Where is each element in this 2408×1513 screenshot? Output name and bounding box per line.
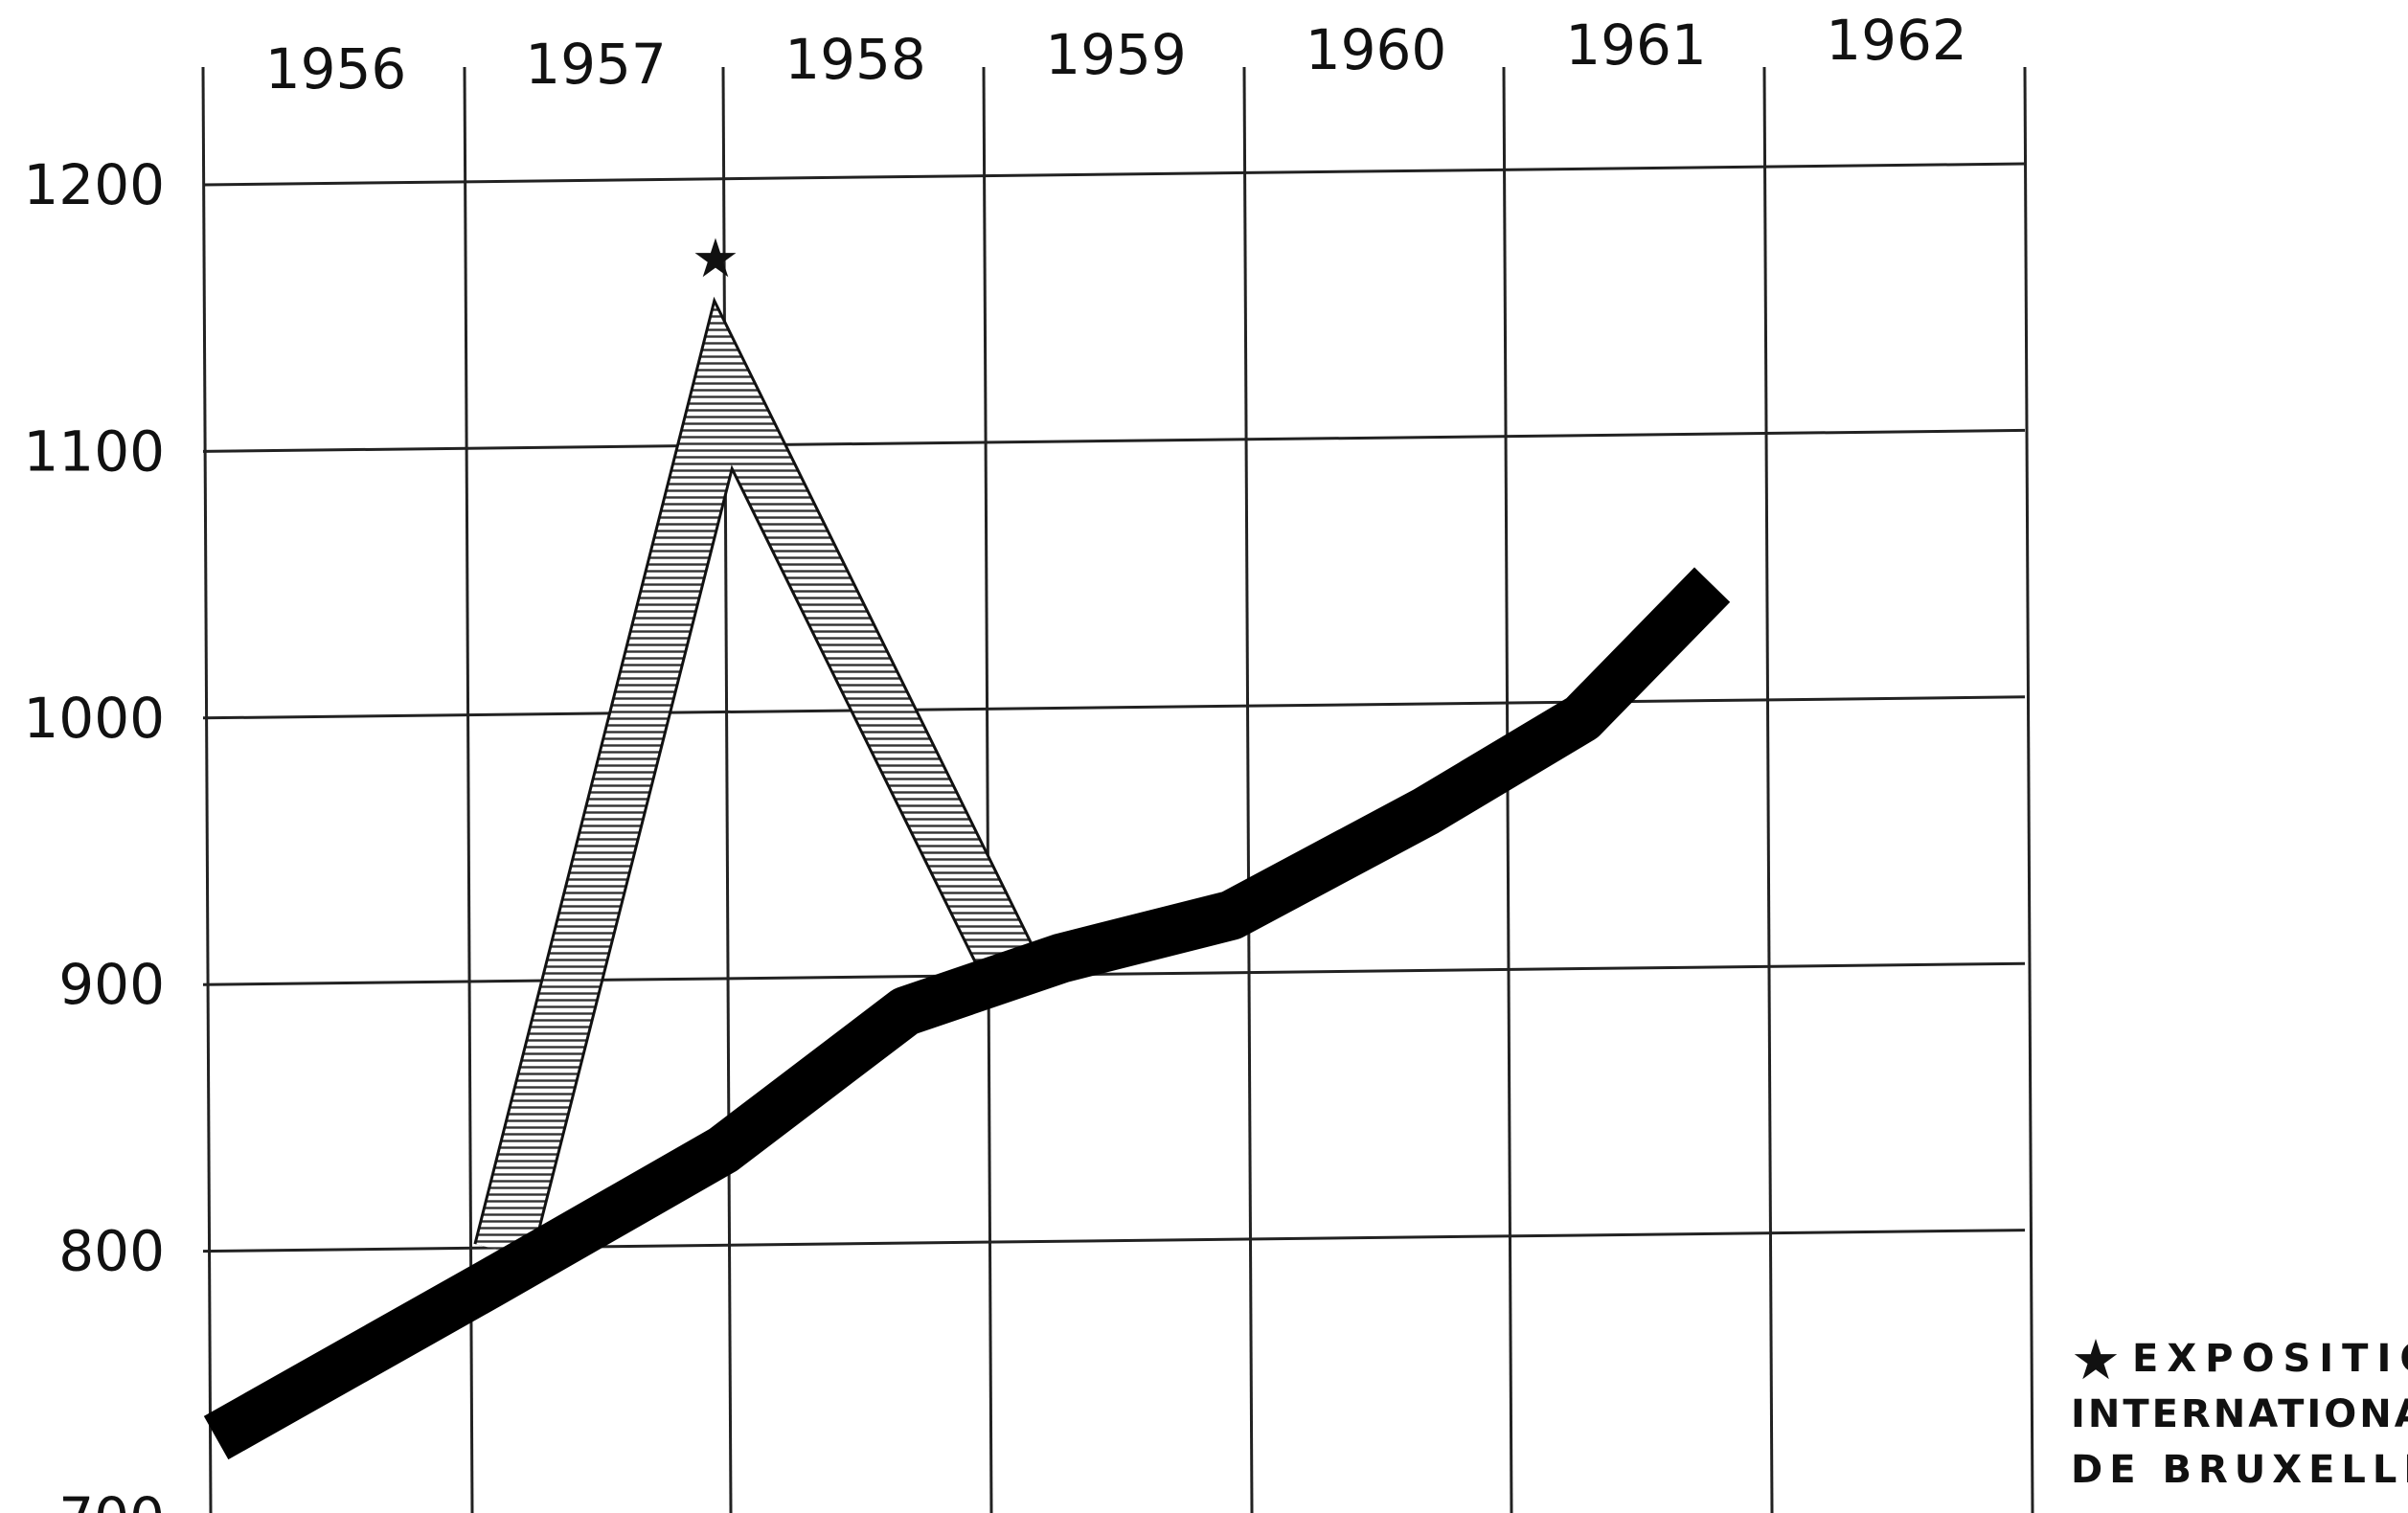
vertical-gridline xyxy=(1762,66,1774,1513)
horizontal-gridline xyxy=(202,961,2026,986)
star-annotation-icon: ★ xyxy=(692,228,739,290)
y-tick-label: 1000 xyxy=(23,686,165,751)
x-tick-label: 1957 xyxy=(525,32,667,97)
y-tick-label: 700 xyxy=(58,1485,165,1513)
y-tick-label: 800 xyxy=(58,1219,165,1284)
y-tick-label: 1100 xyxy=(23,418,165,484)
y-tick-label: 900 xyxy=(58,952,165,1017)
y-tick-label: 1200 xyxy=(23,152,165,217)
x-tick-label: 1962 xyxy=(1826,8,1967,73)
legend-text-line: DE BRUXELLES xyxy=(2071,1448,2408,1492)
hatched-series-band xyxy=(476,305,1035,1258)
vertical-gridline xyxy=(1242,66,1254,1513)
x-tick-label: 1956 xyxy=(265,36,407,102)
tick-labels: 1200 1100 1000 900 800 700 1956 1957 1958 1959 196… xyxy=(23,8,1966,1513)
legend: ★EXPOSITION INTERNATIONALE DE BRUXELLES xyxy=(2071,1327,2408,1492)
x-tick-label: 1959 xyxy=(1045,22,1187,87)
solid-series-band xyxy=(203,567,1731,1460)
horizontal-gridline xyxy=(202,428,2026,453)
x-tick-label: 1958 xyxy=(784,27,926,92)
vertical-gridline xyxy=(201,66,213,1513)
horizontal-gridline xyxy=(202,695,2026,720)
legend-text-line: INTERNATIONALE xyxy=(2071,1392,2408,1436)
vertical-gridline xyxy=(721,66,733,1513)
legend-star-icon: ★ xyxy=(2071,1327,2121,1392)
vertical-gridline xyxy=(2023,66,2034,1513)
legend-text-line: EXPOSITION xyxy=(2132,1337,2408,1381)
horizontal-gridline xyxy=(202,162,2026,187)
x-tick-label: 1960 xyxy=(1306,17,1447,82)
series-group xyxy=(203,296,1731,1460)
x-tick-label: 1961 xyxy=(1565,12,1707,78)
vertical-gridline xyxy=(982,66,993,1513)
